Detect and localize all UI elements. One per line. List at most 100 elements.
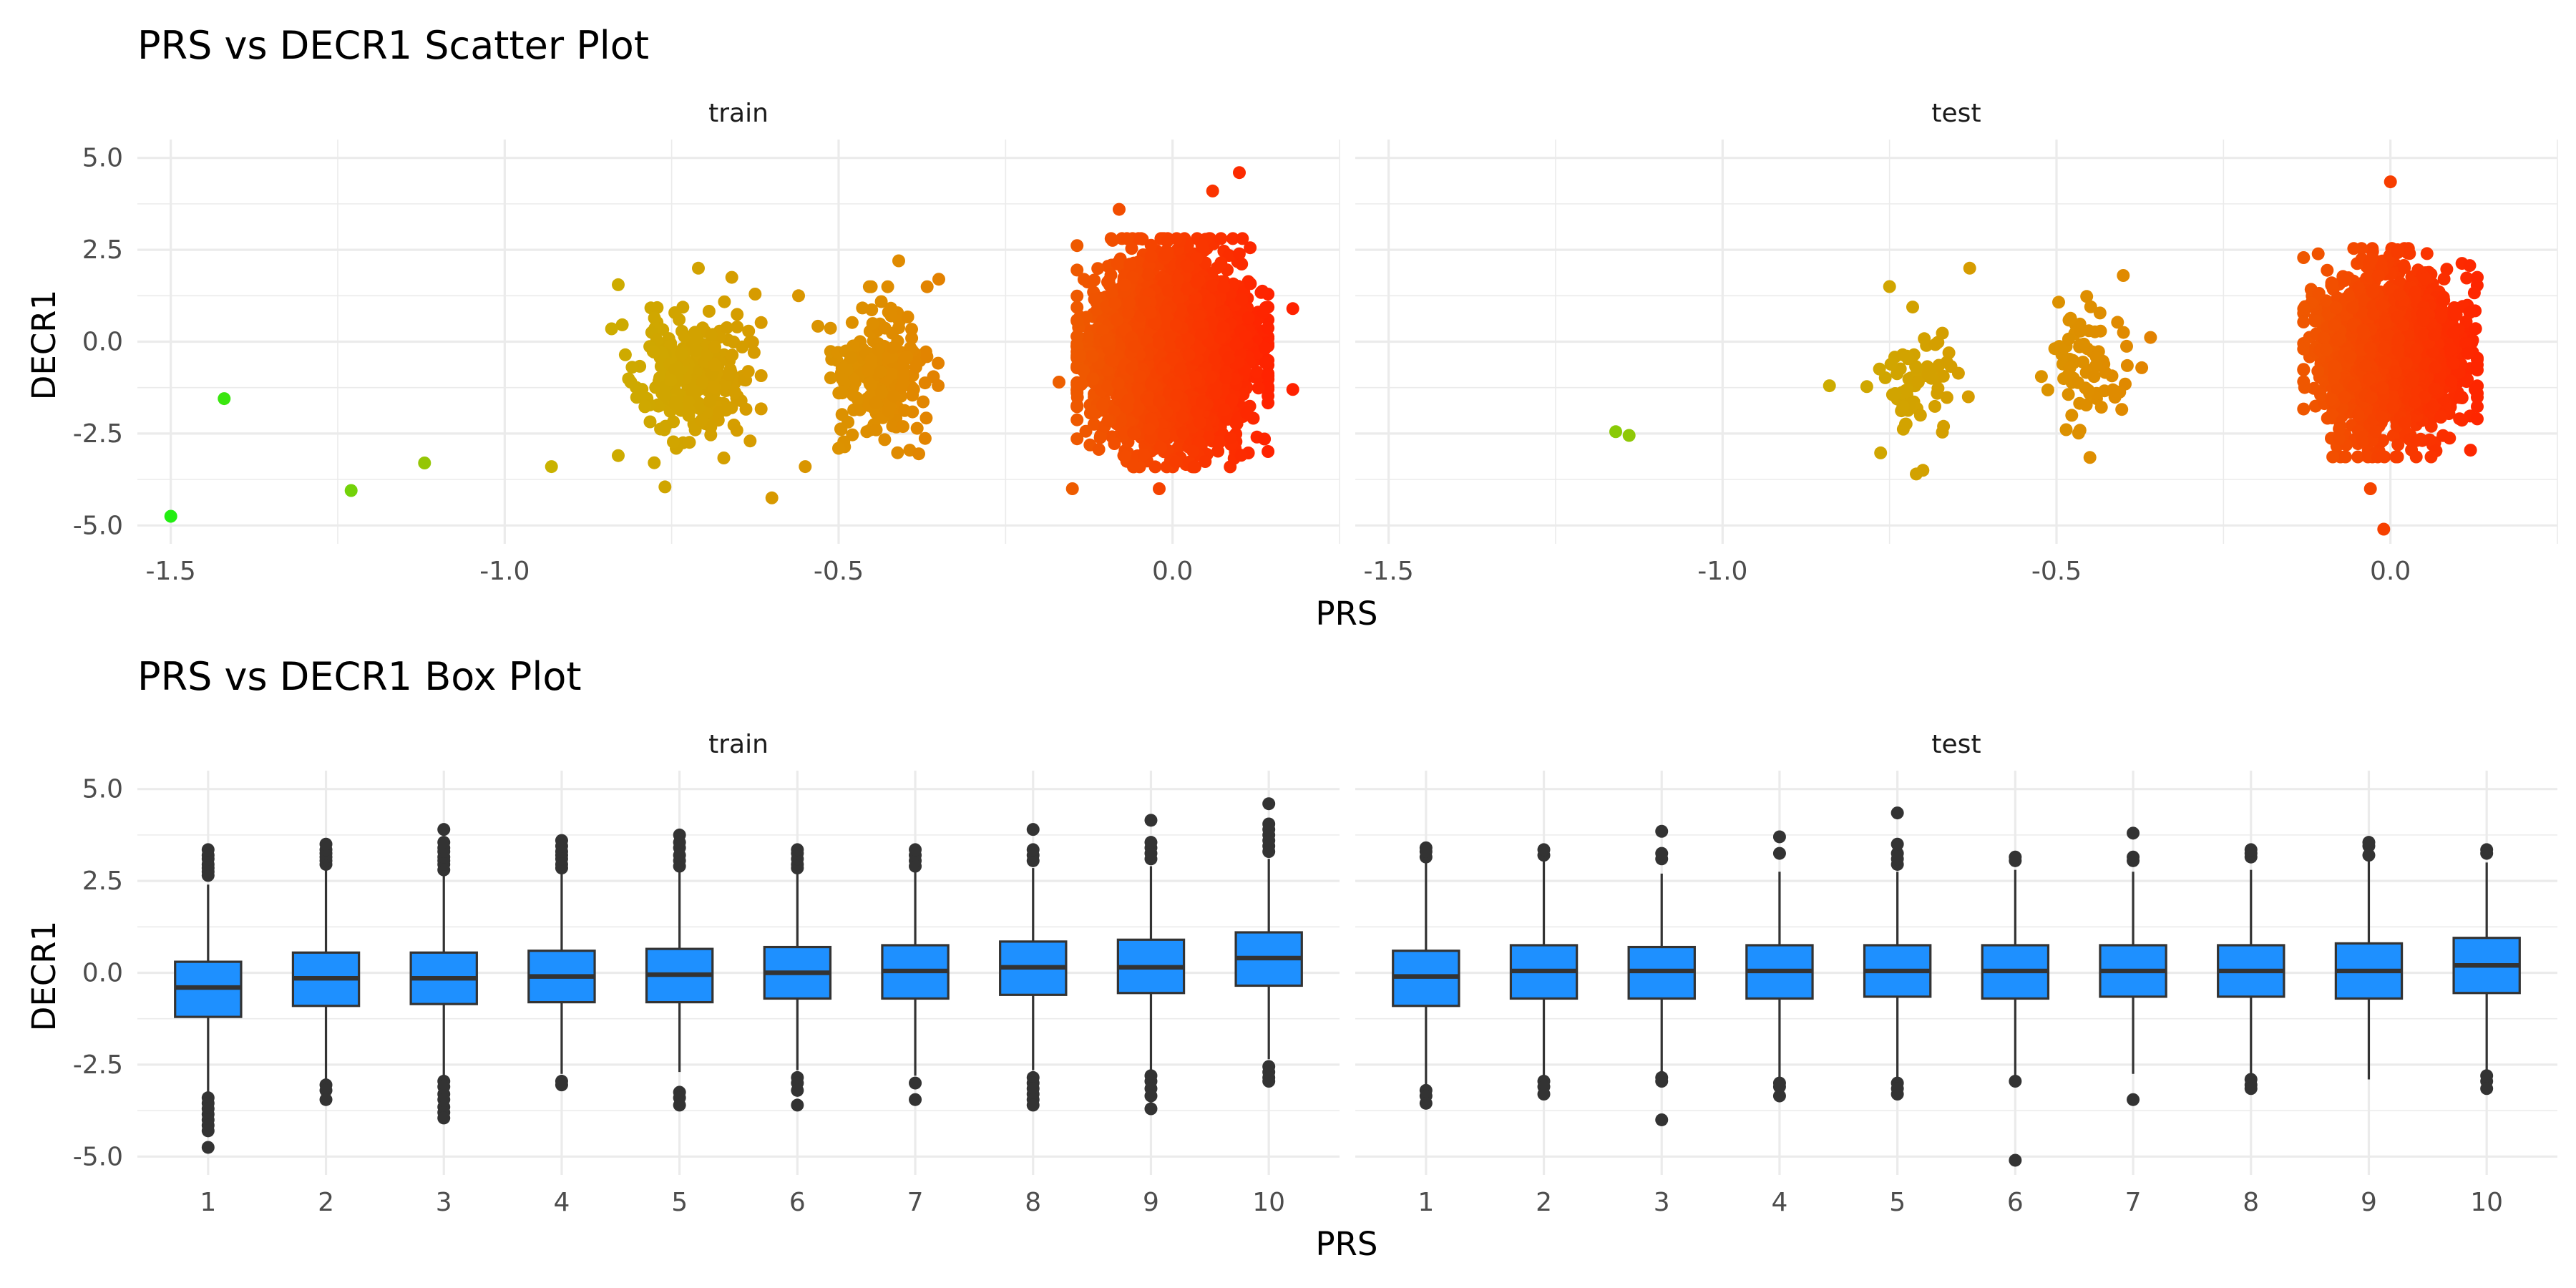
scatter-point <box>1232 247 1246 260</box>
scatter-point <box>704 428 718 441</box>
scatter-point <box>717 452 731 464</box>
scatter-point <box>1106 354 1120 368</box>
scatter-x-axis-label: PRS <box>1316 595 1378 633</box>
scatter-point <box>703 394 716 408</box>
scatter-point <box>728 386 741 399</box>
scatter-point <box>932 356 945 370</box>
scatter-point <box>638 400 652 414</box>
scatter-point <box>811 319 825 333</box>
scatter-point <box>1070 289 1084 303</box>
scatter-point <box>1125 242 1138 255</box>
scatter-point <box>1214 232 1228 245</box>
scatter-point <box>1187 460 1201 474</box>
scatter-point <box>1174 362 1187 376</box>
scatter-point <box>846 428 859 441</box>
scatter-point <box>643 415 657 429</box>
scatter-point <box>918 376 932 390</box>
scatter-point <box>834 423 848 436</box>
scatter-point <box>1262 369 1275 382</box>
scatter-point <box>736 340 749 353</box>
scatter-point <box>1106 233 1119 247</box>
scatter-point <box>1118 278 1132 292</box>
scatter-point <box>1092 443 1106 456</box>
scatter-point <box>878 321 892 335</box>
scatter-point <box>708 358 721 371</box>
scatter-point <box>1152 336 1166 350</box>
scatter-point <box>824 371 837 385</box>
scatter-point <box>836 386 849 400</box>
scatter-point <box>726 348 739 362</box>
scatter-point <box>668 306 682 319</box>
scatter-point <box>1194 416 1206 429</box>
scatter-point <box>754 369 768 382</box>
scatter-point <box>1075 378 1088 391</box>
scatter-point <box>1252 381 1265 395</box>
scatter-point <box>881 280 894 293</box>
scatter-point <box>874 365 887 379</box>
scatter-point <box>668 397 682 411</box>
scatter-point <box>1108 437 1121 450</box>
scatter-point <box>1127 459 1141 472</box>
scatter-point <box>1262 445 1275 458</box>
scatter-point <box>754 402 768 416</box>
scatter-point <box>705 328 718 342</box>
scatter-point <box>1144 250 1158 263</box>
scatter-point <box>731 320 744 333</box>
scatter-point <box>1121 401 1134 414</box>
scatter-point <box>824 321 837 335</box>
scatter-point <box>1226 232 1239 245</box>
scatter-point <box>866 317 879 331</box>
scatter-point <box>864 379 878 392</box>
scatter-point <box>1208 352 1221 366</box>
scatter-point <box>919 411 933 425</box>
scatter-point <box>618 348 632 361</box>
scatter-point <box>1141 268 1155 281</box>
scatter-point <box>1235 258 1249 270</box>
scatter-point <box>1153 441 1167 454</box>
scatter-point <box>1137 448 1151 462</box>
scatter-point <box>708 340 721 353</box>
scatter-point <box>1190 275 1204 289</box>
scatter-point <box>648 456 661 469</box>
scatter-point <box>1070 413 1084 426</box>
scatter-point <box>909 361 922 374</box>
scatter-point <box>1086 372 1100 386</box>
scatter-point <box>1214 331 1227 345</box>
scatter-point <box>1070 339 1084 353</box>
scatter-point <box>917 395 930 409</box>
scatter-point <box>695 414 708 427</box>
scatter-point <box>874 295 888 308</box>
scatter-point <box>668 363 682 376</box>
y-tick-label: 2.5 <box>82 235 123 265</box>
scatter-point <box>1234 449 1248 462</box>
scatter-point <box>1224 431 1237 445</box>
scatter-point <box>683 436 696 449</box>
scatter-point <box>742 324 756 338</box>
scatter-point <box>905 331 919 345</box>
scatter-point <box>869 396 882 409</box>
scatter-point <box>754 316 768 329</box>
y-tick-label: -2.5 <box>73 419 123 449</box>
scatter-point <box>1250 365 1264 379</box>
scatter-point <box>648 346 660 358</box>
scatter-point <box>1096 399 1109 412</box>
scatter-point <box>1070 400 1084 414</box>
scatter-point <box>910 421 924 435</box>
scatter-point <box>746 336 759 349</box>
scatter-point <box>1123 258 1137 271</box>
scatter-point <box>1074 349 1087 363</box>
x-tick-label: -1.5 <box>146 557 196 586</box>
scatter-point <box>1077 364 1091 378</box>
scatter-point <box>905 323 918 336</box>
scatter-point <box>1070 330 1084 343</box>
y-tick-label: -5.0 <box>73 511 123 540</box>
scatter-point <box>844 351 857 364</box>
scatter-point <box>891 446 904 459</box>
scatter-point <box>748 288 762 301</box>
scatter-point <box>1256 284 1269 298</box>
scatter-point <box>667 435 680 449</box>
scatter-point <box>898 404 912 417</box>
scatter-point <box>1091 262 1105 275</box>
scatter-point <box>884 301 897 315</box>
